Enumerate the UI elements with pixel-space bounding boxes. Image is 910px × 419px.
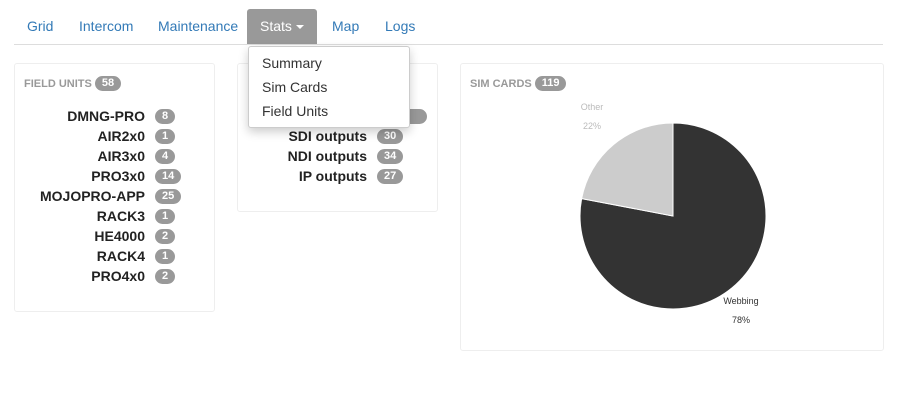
panel-title: FIELD UNITS 58 [24,76,122,91]
list-item: SDI outputs 30 [238,126,404,146]
slice-label: Webbing [723,296,758,306]
tab-stats-label: Stats [260,18,292,34]
list-item: PRO3x0 14 [15,166,182,186]
sim-cards-panel: SIM CARDS 119 Webbing 78% Other 22% [460,63,884,351]
list-item: HE4000 2 [15,226,176,246]
count-badge: 58 [94,76,122,91]
list-item: MOJOPRO-APP 25 [15,186,182,206]
item-label: AIR2x0 [97,128,145,144]
tab-stats[interactable]: Stats [247,9,317,44]
count-badge: 4 [155,148,176,164]
count-badge: 8 [155,108,176,124]
list-item: IP outputs 27 [238,166,404,186]
count-badge: 1 [155,248,176,264]
tab-map[interactable]: Map [332,18,360,34]
item-label: RACK4 [96,248,145,264]
item-label: DMNG-PRO [67,108,145,124]
tab-grid[interactable]: Grid [27,18,54,34]
count-badge: 1 [155,128,176,144]
count-badge: 27 [377,168,404,184]
item-label: RACK3 [96,208,145,224]
item-label: SDI outputs [288,128,367,144]
list-item: RACK4 1 [15,246,176,266]
count-badge: 25 [155,188,182,204]
tab-logs[interactable]: Logs [385,18,416,34]
sim-cards-title: SIM CARDS [470,77,532,90]
pie-slice-webbing[interactable] [579,122,767,310]
slice-label: Other [581,102,604,112]
slice-percent-label: 78% [732,315,750,325]
slice-percent-label: 22% [583,121,601,131]
count-badge: 2 [155,268,176,284]
item-label: NDI outputs [287,148,367,164]
pie-slice-other[interactable] [581,122,674,217]
list-item: RACK3 1 [15,206,176,226]
count-badge: 14 [155,168,182,184]
item-label: AIR3x0 [97,148,145,164]
menu-item-sim-cards[interactable]: Sim Cards [262,79,328,95]
item-label: HE4000 [94,228,145,244]
stats-dropdown-menu: Summary Sim Cards Field Units [248,46,410,128]
item-label: PRO4x0 [91,268,145,284]
count-badge: 119 [534,76,567,91]
list-item: AIR2x0 1 [15,126,176,146]
panel-title: SIM CARDS 119 [470,76,567,91]
list-item: AIR3x0 4 [15,146,176,166]
field-units-panel: FIELD UNITS 58 DMNG-PRO 8 AIR2x0 1 AIR3x0 4 PRO… [14,63,215,312]
tab-maintenance[interactable]: Maintenance [158,18,239,34]
sim-cards-pie-chart: Webbing 78% Other 22% [579,102,767,325]
count-badge: 30 [377,128,404,144]
tab-intercom[interactable]: Intercom [79,18,134,34]
count-badge: 2 [155,228,176,244]
list-item: DMNG-PRO 8 [15,106,176,126]
menu-item-summary[interactable]: Summary [262,55,322,71]
field-units-title: FIELD UNITS [24,77,92,90]
list-item: NDI outputs 34 [238,146,404,166]
list-item: PRO4x0 2 [15,266,176,286]
nav-tabs: Grid Intercom Maintenance Stats Map Logs [14,9,883,45]
item-label: IP outputs [298,168,367,184]
caret-down-icon [295,25,304,30]
item-label: PRO3x0 [91,168,145,184]
item-label: MOJOPRO-APP [39,188,145,204]
count-badge: 1 [155,208,176,224]
menu-item-field-units[interactable]: Field Units [262,103,329,119]
count-badge: 34 [377,148,404,164]
